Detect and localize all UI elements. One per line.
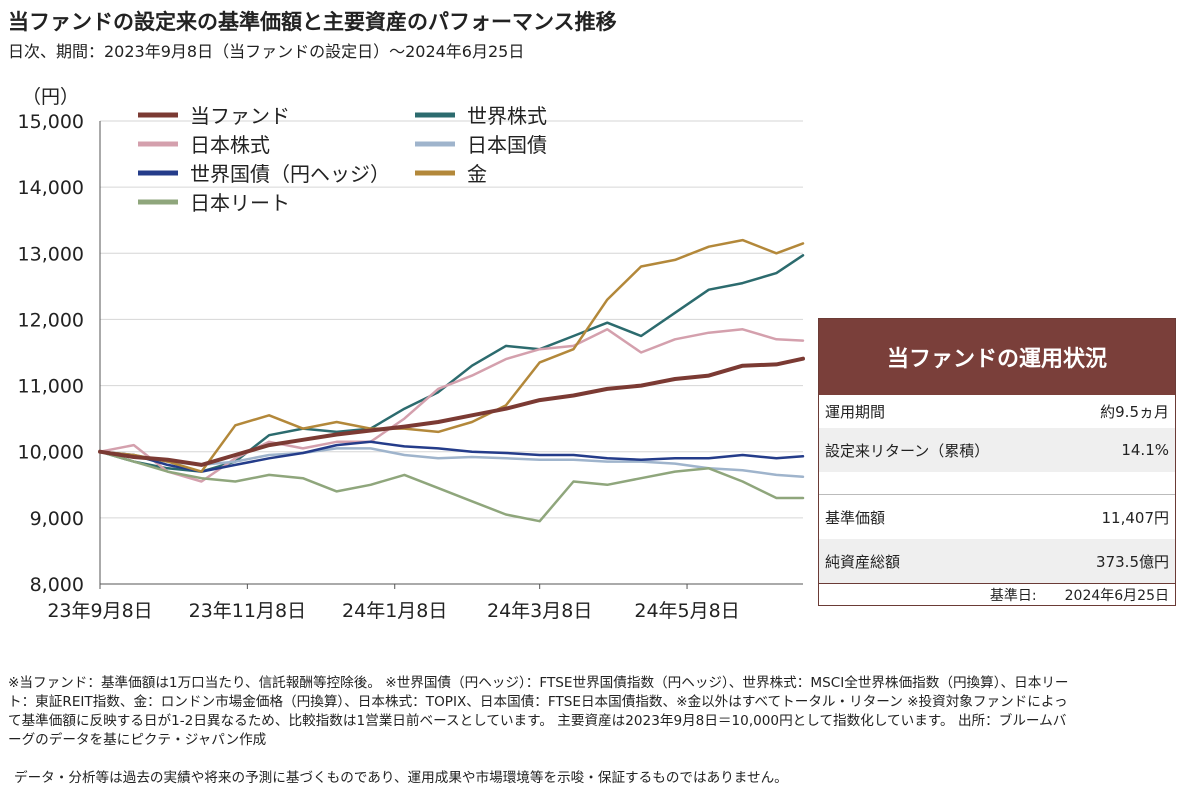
legend-label: 金 xyxy=(467,162,487,186)
legend-label: 日本株式 xyxy=(190,133,270,157)
y-tick-label: 14,000 xyxy=(18,177,84,199)
y-axis-label: （円） xyxy=(22,86,79,108)
y-tick-label: 10,000 xyxy=(18,442,84,464)
panel-row-value: 14.1% xyxy=(1121,441,1169,459)
y-tick-label: 13,000 xyxy=(18,243,84,265)
x-tick-label: 24年3月8日 xyxy=(487,600,592,622)
series-line-0 xyxy=(98,356,805,467)
performance-line-chart: 8,000 9,000 10,000 11,000 12,000 13,000 14,000… xyxy=(18,86,805,622)
panel-row-period: 運用期間 約9.5ヵ月 xyxy=(819,395,1175,428)
legend-label: 当ファンド xyxy=(190,104,290,128)
y-tick-label: 15,000 xyxy=(18,111,84,133)
x-tick-label: 23年11月8日 xyxy=(189,600,306,622)
y-tick-label: 9,000 xyxy=(30,508,84,530)
panel-footer-label: 基準日: xyxy=(989,587,1037,604)
y-tick-label: 8,000 xyxy=(30,574,84,596)
x-tick-label: 23年9月8日 xyxy=(47,600,152,622)
panel-row-label: 基準価額 xyxy=(825,508,886,527)
panel-row-label: 運用期間 xyxy=(825,403,886,421)
page-title: 当ファンドの設定来の基準価額と主要資産のパフォーマンス推移 xyxy=(8,10,617,34)
panel-row-value: 373.5億円 xyxy=(1096,552,1169,571)
panel-footer: 基準日: 2024年6月25日 xyxy=(819,583,1175,605)
series-line-4 xyxy=(98,440,805,473)
panel-title: 当ファンドの運用状況 xyxy=(819,319,1175,395)
fund-status-panel: 当ファンドの運用状況 運用期間 約9.5ヵ月 設定来リターン（累積） 14.1%… xyxy=(818,318,1176,606)
series-line-1 xyxy=(98,254,805,473)
x-tick-label: 24年5月8日 xyxy=(634,600,739,622)
series-line-2 xyxy=(98,328,805,483)
series-line-5 xyxy=(98,238,805,473)
panel-row-assets: 純資産総額 373.5億円 xyxy=(819,539,1175,583)
panel-footer-date: 2024年6月25日 xyxy=(1064,587,1169,604)
panel-row-nav: 基準価額 11,407円 xyxy=(819,494,1175,539)
page-subtitle: 日次、期間：2023年9月8日（当ファンドの設定日）～2024年6月25日 xyxy=(8,42,525,61)
disclaimer: データ・分析等は過去の実績や将来の予測に基づくものであり、運用成果や市場環境等を… xyxy=(14,770,788,786)
panel-row-blank xyxy=(819,472,1175,494)
legend-label: 世界国債（円ヘッジ） xyxy=(190,162,390,186)
series-line-3 xyxy=(98,447,805,479)
panel-row-value: 約9.5ヵ月 xyxy=(1100,403,1169,421)
series-line-6 xyxy=(98,450,805,523)
legend-label: 世界株式 xyxy=(467,104,547,128)
y-tick-label: 11,000 xyxy=(18,376,84,398)
legend-label: 日本リート xyxy=(190,191,290,215)
y-tick-label: 12,000 xyxy=(18,309,84,331)
panel-row-label: 純資産総額 xyxy=(825,552,901,571)
panel-row-return: 設定来リターン（累積） 14.1% xyxy=(819,428,1175,472)
x-tick-label: 24年1月8日 xyxy=(342,600,447,622)
legend-label: 日本国債 xyxy=(467,133,547,157)
panel-row-value: 11,407円 xyxy=(1101,508,1170,527)
footnotes: ※当ファンド：基準価額は1万口当たり、信託報酬等控除後。 ※世界国債（円ヘッジ）… xyxy=(8,675,1069,748)
panel-row-label: 設定来リターン（累積） xyxy=(825,441,990,460)
